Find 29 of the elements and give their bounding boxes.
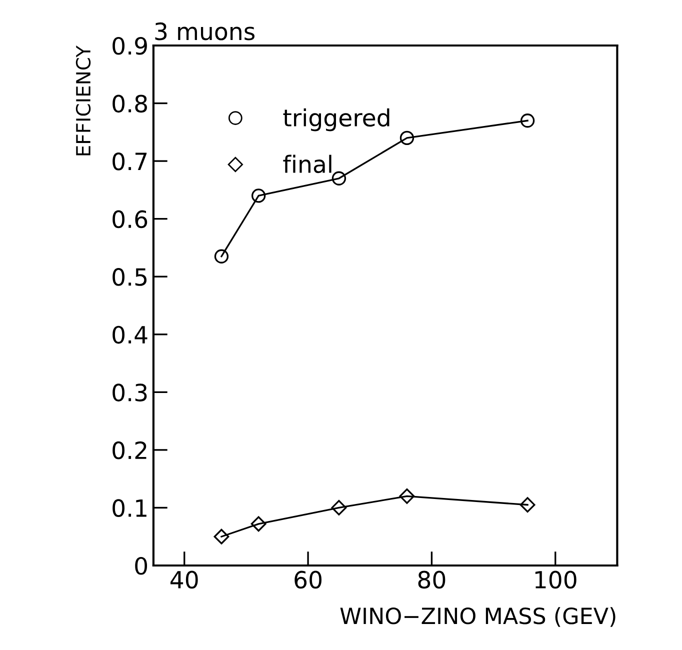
point [332, 171, 346, 186]
x-axis-title: WINO−ZINO MASS (GEV) [340, 607, 616, 627]
y-tick-label: 0.9 [112, 36, 147, 55]
point [214, 528, 230, 544]
point [399, 488, 415, 504]
point [400, 130, 414, 146]
y-tick-label: 0.3 [112, 384, 147, 402]
y-tick-label: 0 [135, 556, 148, 575]
point [331, 500, 347, 516]
point [520, 114, 535, 128]
x-tick-label: 80 [418, 570, 446, 589]
y-axis-title: EFFICIENCY [76, 45, 91, 156]
point [214, 249, 229, 264]
chart-title: 3 muons [155, 22, 254, 40]
x-tick-label: 60 [294, 570, 322, 589]
y-tick-label: 0.4 [112, 326, 148, 344]
y-tick-label: 0.8 [112, 94, 147, 113]
legend-label: final [283, 154, 332, 174]
point [250, 516, 266, 532]
y-tick-label: 0.6 [112, 210, 148, 228]
y-tick-label: 0.5 [112, 268, 147, 286]
y-tick-label: 0.7 [112, 152, 147, 170]
x-tick-label: 100 [535, 570, 576, 589]
point [520, 497, 536, 513]
legend-label: triggered [283, 108, 390, 132]
point [251, 188, 266, 203]
y-tick-label: 0.1 [112, 499, 146, 518]
x-tick-label: 40 [170, 570, 198, 589]
y-tick-label: 0.2 [112, 441, 146, 460]
